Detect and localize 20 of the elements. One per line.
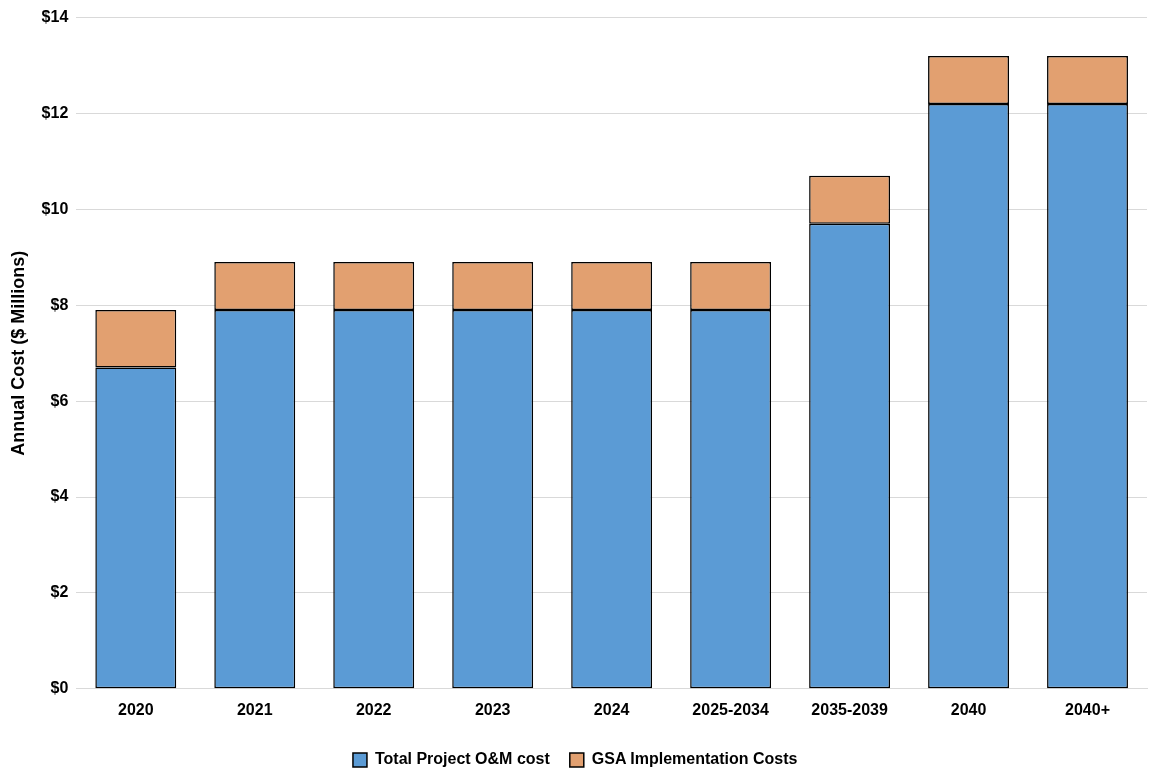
y-tick-label: $12 — [41, 103, 69, 121]
x-tick-label: 2035-2039 — [811, 700, 888, 718]
x-tick-label: 2025-2034 — [692, 700, 769, 718]
y-tick-label: $8 — [50, 295, 69, 313]
x-tick-label: 2021 — [236, 700, 273, 718]
y-tick-label: $10 — [41, 199, 69, 217]
y-tick-label: $2 — [50, 583, 69, 601]
legend-label: GSA Implementation Costs — [591, 750, 798, 768]
y-tick-label: $4 — [50, 487, 69, 505]
y-tick-label: $6 — [50, 391, 69, 409]
legend-label: Total Project O&M cost — [374, 750, 551, 768]
x-tick-label: 2040 — [950, 700, 987, 718]
x-tick-label: 2020 — [117, 700, 154, 718]
y-tick-label: $0 — [50, 679, 69, 697]
x-tick-label: 2024 — [593, 700, 630, 718]
y-axis-title: Annual Cost ($ Millions) — [7, 250, 28, 456]
y-tick-label: $14 — [41, 8, 69, 26]
x-tick-label: 2023 — [474, 700, 511, 718]
x-tick-label: 2040+ — [1065, 700, 1110, 718]
x-tick-label: 2022 — [355, 700, 392, 718]
